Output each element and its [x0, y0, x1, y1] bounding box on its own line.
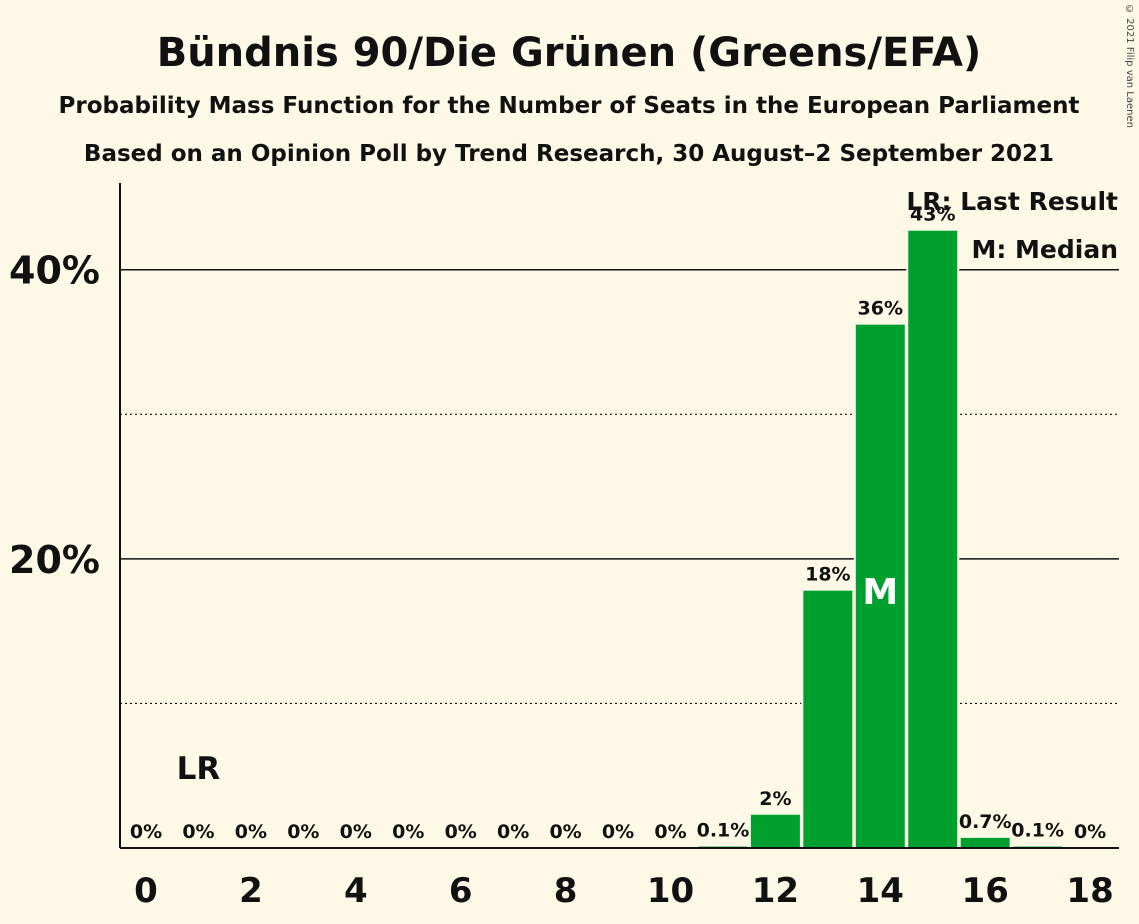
- bar-seat-15: [908, 230, 958, 848]
- data-label: 0.1%: [1011, 820, 1064, 842]
- chart-subtitle: Probability Mass Function for the Number…: [59, 93, 1080, 119]
- data-label: 0%: [287, 821, 319, 843]
- bar-seat-13: [803, 590, 853, 848]
- last-result-marker: LR: [177, 751, 221, 787]
- data-labels: 0% 0% 0% 0% 0% 0% 0% 0% 0% 0% 0% 0.1% 2% 18% 36% 43% 0.7…: [130, 204, 1106, 843]
- x-tick-label: 10: [647, 871, 694, 911]
- data-label: 18%: [805, 564, 850, 586]
- data-label: 0%: [1074, 821, 1106, 843]
- y-tick-label: 40%: [9, 249, 100, 293]
- data-label: 2%: [759, 788, 791, 810]
- x-tick-label: 8: [554, 871, 578, 911]
- data-label: 0%: [549, 821, 581, 843]
- bar-halo: [1011, 844, 1065, 848]
- data-label: 0%: [392, 821, 424, 843]
- data-label: 0%: [497, 821, 529, 843]
- data-label: 0%: [235, 821, 267, 843]
- median-marker: M: [862, 572, 898, 613]
- bar-seat-12: [750, 814, 800, 848]
- copyright-notice: © 2021 Filip van Laenen: [1124, 4, 1135, 128]
- x-tick-label: 18: [1066, 871, 1113, 911]
- data-label: 43%: [910, 204, 955, 226]
- y-tick-label: 20%: [9, 538, 100, 582]
- data-label: 36%: [858, 298, 903, 320]
- x-tick-label: 2: [239, 871, 263, 911]
- data-label: 0%: [340, 821, 372, 843]
- legend-entry: LR: Last Result: [906, 187, 1118, 216]
- legend-entry: M: Median: [971, 235, 1118, 264]
- x-tick-label: 14: [857, 871, 904, 911]
- bar-halo: [696, 844, 750, 848]
- data-label: 0%: [182, 821, 214, 843]
- bars: [696, 228, 1065, 848]
- data-label: 0%: [130, 821, 162, 843]
- bar-seat-14: [855, 324, 905, 848]
- bar-seat-16: [960, 837, 1010, 848]
- x-tick-label: 16: [962, 871, 1009, 911]
- gridlines: [120, 268, 1119, 705]
- data-label: 0%: [602, 821, 634, 843]
- x-tick-label: 4: [344, 871, 368, 911]
- x-tick-label: 12: [752, 871, 799, 911]
- x-tick-label: 0: [134, 871, 158, 911]
- data-label: 0%: [654, 821, 686, 843]
- chart-subtitle-2: Based on an Opinion Poll by Trend Resear…: [84, 141, 1054, 167]
- legend: LR: Last Result M: Median: [906, 187, 1118, 264]
- data-label: 0.7%: [959, 811, 1012, 833]
- x-tick-label: 6: [449, 871, 473, 911]
- chart-title: Bündnis 90/Die Grünen (Greens/EFA): [157, 30, 982, 76]
- axes: 20% 40% 0 2 4 6 8 10 12 14 16 18: [9, 183, 1119, 911]
- data-label: 0.1%: [697, 820, 750, 842]
- data-label: 0%: [445, 821, 477, 843]
